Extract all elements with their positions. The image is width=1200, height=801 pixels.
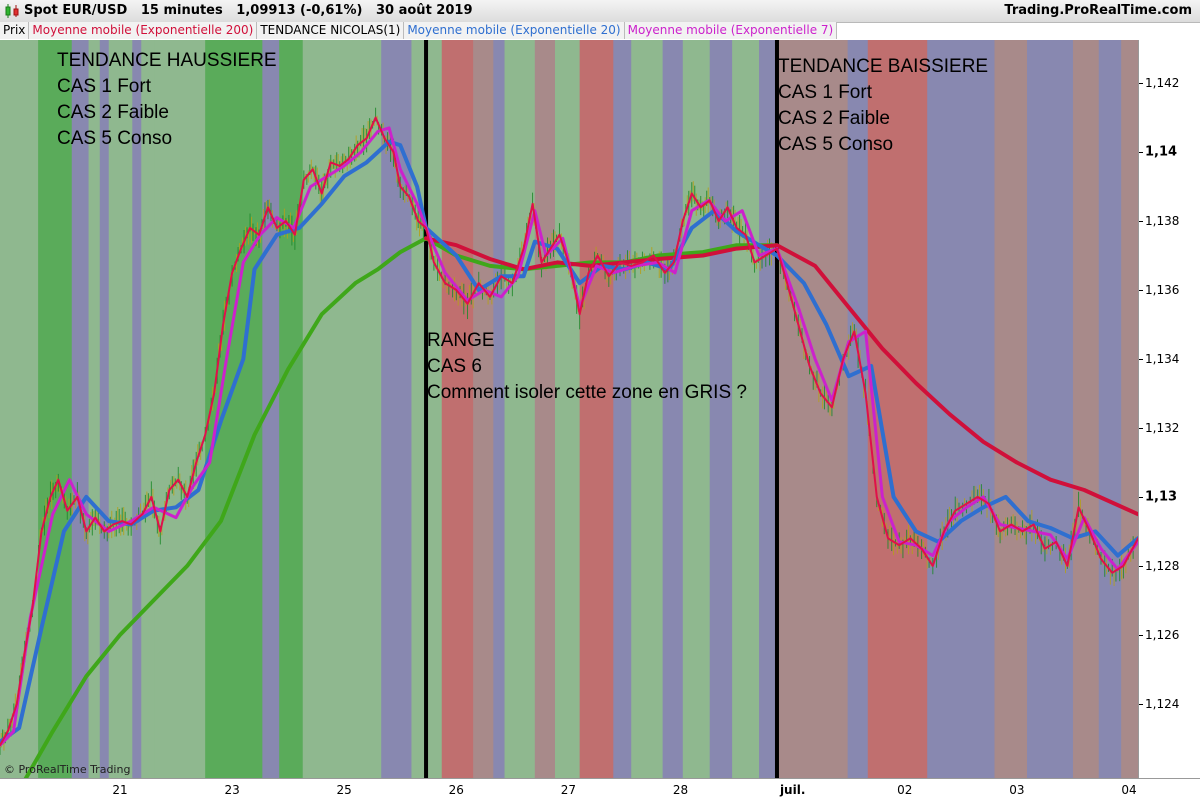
x-tick-label: 26 <box>448 783 464 797</box>
y-tick-label: 1,14 <box>1145 144 1178 160</box>
title-bar: Spot EUR/USD 15 minutes 1,09913 (-0,61%)… <box>0 0 1200 23</box>
regime-band-conso <box>99 40 110 778</box>
x-tick-label: juil. <box>779 783 806 797</box>
x-tick-label: 28 <box>672 783 689 797</box>
price-line <box>0 116 1138 747</box>
regime-band-weak_up <box>88 40 101 778</box>
y-tick-label: 1,132 <box>1145 420 1180 435</box>
regime-band-strong_up <box>279 40 304 778</box>
y-tick-mark <box>1139 358 1143 360</box>
regime-band-weak_up <box>0 40 39 778</box>
regime-band-strong_down <box>579 40 614 778</box>
y-tick-label: 1,142 <box>1145 76 1180 91</box>
price-chart[interactable]: TENDANCE HAUSSIERE CAS 1 Fort CAS 2 Faib… <box>0 40 1138 778</box>
regime-band-weak_up <box>426 40 443 778</box>
y-tick-mark <box>1139 634 1143 636</box>
regime-band-conso <box>493 40 506 778</box>
regime-band-conso <box>613 40 632 778</box>
regime-band-weak_up <box>154 40 206 778</box>
regime-band-conso <box>1027 40 1074 778</box>
x-tick-label: 27 <box>560 783 577 797</box>
y-tick-label: 1,138 <box>1145 214 1180 229</box>
x-axis[interactable]: 21 23 25 26 27 28 juil. 02 03 04 <box>0 778 1200 801</box>
regime-band-strong_up <box>38 40 73 778</box>
regime-band-weak_down <box>1121 40 1138 778</box>
regime-band-weak_up <box>108 40 133 778</box>
y-tick-label: 1,13 <box>1145 489 1178 505</box>
regime-band-weak_down <box>473 40 494 778</box>
regime-band-weak_up <box>302 40 382 778</box>
y-tick-mark <box>1139 427 1143 429</box>
regime-band-conso <box>1098 40 1122 778</box>
y-tick-label: 1,128 <box>1145 558 1180 573</box>
ema200-line <box>424 236 1138 517</box>
regime-band-conso <box>927 40 995 778</box>
price-chart-svg <box>0 40 1138 778</box>
y-tick-mark <box>1139 496 1143 498</box>
regime-band-conso <box>71 40 90 778</box>
legend-item-ema200[interactable]: Moyenne mobile (Exponentielle 200) <box>29 22 258 39</box>
y-tick-mark <box>1139 83 1143 85</box>
y-tick-label: 1,126 <box>1145 627 1180 642</box>
annotation-bull: TENDANCE HAUSSIERE CAS 1 Fort CAS 2 Faib… <box>57 50 277 149</box>
y-tick-mark <box>1139 703 1143 705</box>
regime-band-conso <box>759 40 778 778</box>
regime-band-weak_up <box>504 40 536 778</box>
y-tick-label: 1,134 <box>1145 351 1180 366</box>
x-tick-label: 21 <box>112 783 128 797</box>
regime-band-conso <box>132 40 142 778</box>
legend-item-ema20[interactable]: Moyenne mobile (Exponentielle 20) <box>404 22 625 39</box>
regime-band-weak_up <box>732 40 760 778</box>
x-tick-label: 23 <box>224 783 240 797</box>
y-tick-label: 1,124 <box>1145 696 1180 711</box>
y-axis[interactable]: 1,142 1,14 1,138 1,136 1,134 1,132 1,13 1,128 1,… <box>1138 40 1200 778</box>
regime-band-conso <box>709 40 733 778</box>
candlestick-icon <box>5 4 19 18</box>
legend-item-tendance-nicolas[interactable]: TENDANCE NICOLAS(1) <box>257 22 405 39</box>
regime-band-weak_up <box>141 40 156 778</box>
regime-band-weak_down <box>776 40 849 778</box>
x-tick-label: 02 <box>897 783 913 797</box>
annotation-bear: TENDANCE BAISSIERE CAS 1 Fort CAS 2 Faib… <box>778 56 989 155</box>
annotation-range: RANGE CAS 6 Comment isoler cette zone en… <box>427 330 747 403</box>
y-tick-mark <box>1139 152 1143 154</box>
y-tick-mark <box>1139 221 1143 223</box>
indicator-legend: Prix Moyenne mobile (Exponentielle 200) … <box>0 22 838 39</box>
legend-item-ema7[interactable]: Moyenne mobile (Exponentielle 7) <box>624 22 838 39</box>
legend-item-price[interactable]: Prix <box>0 22 30 39</box>
regime-band-weak_up <box>631 40 664 778</box>
regime-band-conso <box>662 40 684 778</box>
regime-band-weak_down <box>534 40 556 778</box>
y-tick-mark <box>1139 290 1143 292</box>
regime-band-weak_down <box>994 40 1028 778</box>
x-tick-label: 25 <box>336 783 352 797</box>
regime-band-conso <box>847 40 869 778</box>
regime-band-strong_up <box>205 40 263 778</box>
regime-band-weak_down <box>1072 40 1100 778</box>
regime-band-weak_up <box>554 40 581 778</box>
regime-band-weak_up <box>682 40 711 778</box>
copyright: © ProRealTime Trading <box>4 763 131 776</box>
x-tick-label: 04 <box>1121 783 1137 797</box>
y-tick-mark <box>1139 565 1143 567</box>
regime-band-strong_down <box>441 40 474 778</box>
chart-title: Spot EUR/USD 15 minutes 1,09913 (-0,61%)… <box>24 3 473 18</box>
brand-label: Trading.ProRealTime.com <box>1004 3 1192 18</box>
y-tick-label: 1,136 <box>1145 283 1180 298</box>
x-tick-label: 03 <box>1009 783 1025 797</box>
